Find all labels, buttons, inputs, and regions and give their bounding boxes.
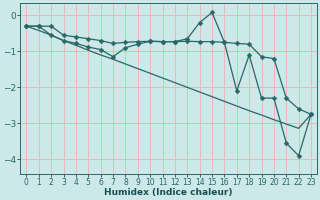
X-axis label: Humidex (Indice chaleur): Humidex (Indice chaleur) <box>104 188 233 197</box>
